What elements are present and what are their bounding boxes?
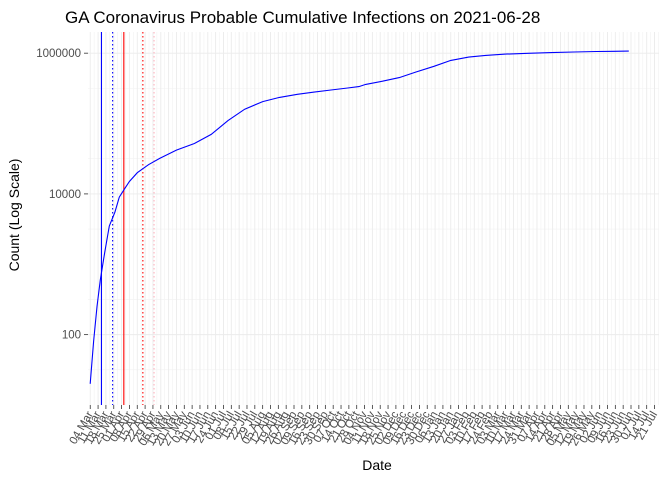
y-axis-title: Count (Log Scale)	[6, 159, 22, 272]
series-layer	[89, 50, 629, 384]
y-tick-label: 1000000	[36, 48, 81, 60]
y-axis-ticks: 100 10000 1000000	[36, 48, 88, 342]
series-line	[89, 50, 629, 384]
reference-lines	[100, 32, 155, 405]
x-axis-title: Date	[362, 457, 392, 473]
grid	[88, 32, 659, 405]
y-tick-label: 10000	[49, 189, 81, 201]
y-tick-label: 100	[62, 330, 81, 342]
chart-title: GA Coronavirus Probable Cumulative Infec…	[65, 8, 540, 27]
